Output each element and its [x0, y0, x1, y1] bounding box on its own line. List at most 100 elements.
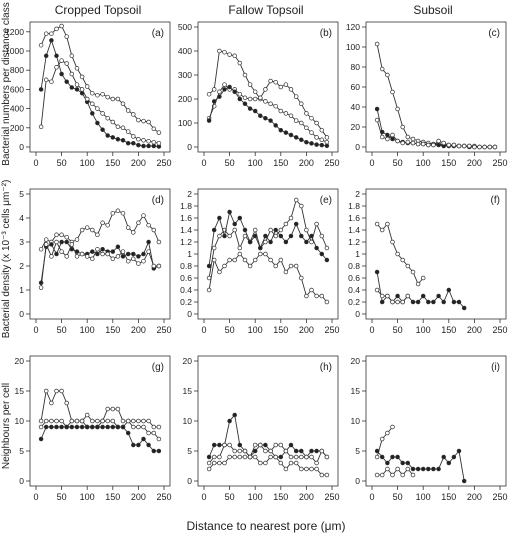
data-point-open: [314, 120, 319, 126]
data-point-open: [84, 412, 90, 418]
data-point-open: [206, 275, 212, 281]
data-point-open: [379, 293, 385, 299]
data-point-open: [400, 472, 405, 478]
data-point-open: [415, 141, 421, 147]
data-point-open: [304, 227, 309, 233]
column-title-fallow-topsoil: Fallow Topsoil: [228, 3, 303, 17]
x-tick-label: 0: [201, 158, 206, 168]
data-point-filled: [263, 115, 268, 121]
data-point-open: [252, 227, 258, 233]
data-point-open: [299, 203, 304, 209]
x-tick-label: 150: [273, 325, 288, 335]
data-point-filled: [54, 53, 59, 59]
data-point-open: [156, 424, 162, 430]
data-point-filled: [309, 141, 314, 146]
panel-label: (a): [152, 28, 164, 39]
data-point-filled: [54, 424, 59, 430]
data-point-filled: [390, 136, 395, 142]
y-tick-label: 20: [351, 356, 361, 366]
y-tick-label: 100: [178, 118, 192, 128]
data-point-filled: [237, 442, 243, 448]
data-point-filled: [141, 143, 146, 149]
series-line: [376, 108, 495, 148]
x-tick-label: 150: [105, 325, 120, 335]
data-point-open: [79, 227, 85, 233]
data-point-open: [487, 144, 493, 150]
data-point-open: [105, 222, 110, 228]
data-point-open: [379, 472, 385, 478]
data-point-filled: [222, 233, 227, 239]
data-point-open: [74, 66, 80, 71]
y-tick-label: 0.4: [348, 285, 360, 295]
data-point-open: [293, 94, 299, 99]
x-tick-label: 200: [299, 325, 314, 335]
data-point-open: [288, 454, 294, 460]
data-point-open: [252, 442, 258, 448]
data-point-filled: [436, 142, 441, 148]
series-1: [206, 412, 330, 460]
data-point-filled: [441, 299, 446, 305]
data-point-open: [258, 442, 263, 448]
panel-frame: [365, 21, 507, 153]
data-point-open: [125, 258, 131, 264]
data-point-open: [258, 95, 263, 101]
data-point-open: [222, 263, 227, 269]
data-point-open: [385, 221, 390, 227]
x-tick-label: 50: [225, 325, 235, 335]
data-point-open: [304, 293, 309, 299]
y-tick-label: 400: [10, 104, 24, 114]
data-point-open: [206, 91, 212, 97]
panel-frame: [197, 355, 339, 487]
data-point-filled: [222, 87, 227, 92]
data-point-filled: [324, 257, 330, 263]
data-point-open: [232, 227, 237, 233]
data-point-filled: [263, 233, 268, 239]
x-tick-label: 250: [324, 158, 339, 168]
x-tick-label: 200: [299, 158, 314, 168]
data-point-open: [227, 52, 232, 57]
data-point-filled: [288, 442, 294, 448]
data-point-filled: [446, 287, 452, 293]
data-point-open: [324, 139, 330, 145]
data-point-filled: [43, 424, 49, 430]
y-tick-label: 400: [178, 46, 192, 56]
data-point-open: [151, 430, 157, 436]
data-point-open: [237, 454, 243, 460]
data-point-open: [105, 94, 110, 100]
row-ylabel-numbers: Bacterial numbers per distance class: [1, 2, 12, 165]
y-tick-label: 0.8: [180, 261, 192, 271]
data-point-filled: [420, 293, 426, 299]
data-point-filled: [217, 442, 222, 448]
data-point-filled: [283, 239, 289, 245]
data-point-open: [242, 233, 248, 239]
data-point-open: [54, 388, 59, 394]
data-point-filled: [95, 251, 100, 257]
data-point-filled: [100, 424, 105, 430]
data-point-open: [131, 134, 136, 139]
data-point-open: [105, 418, 110, 424]
data-point-open: [283, 466, 289, 472]
data-point-filled: [252, 448, 258, 454]
data-point-filled: [390, 454, 395, 460]
data-point-filled: [436, 293, 441, 299]
data-point-filled: [237, 96, 243, 102]
panel-h: 0 50 100 150 200 250 0 5 10 15 20 (h): [183, 355, 340, 502]
data-point-open: [304, 454, 309, 460]
data-point-filled: [227, 418, 232, 424]
data-point-open: [379, 66, 385, 72]
series-line: [376, 449, 465, 482]
x-tick-label: 0: [369, 325, 374, 335]
y-tick-label: 15: [15, 386, 25, 396]
data-point-filled: [38, 436, 44, 442]
data-point-open: [467, 143, 472, 149]
data-point-open: [247, 96, 253, 102]
y-tick-label: 0: [187, 476, 192, 486]
data-point-filled: [415, 466, 421, 472]
x-tick-label: 50: [225, 492, 235, 502]
data-point-filled: [293, 448, 299, 454]
data-point-open: [263, 448, 268, 454]
data-point-open: [84, 225, 90, 230]
y-tick-label: 0: [19, 309, 24, 319]
data-point-open: [64, 254, 69, 259]
data-point-open: [395, 251, 400, 257]
